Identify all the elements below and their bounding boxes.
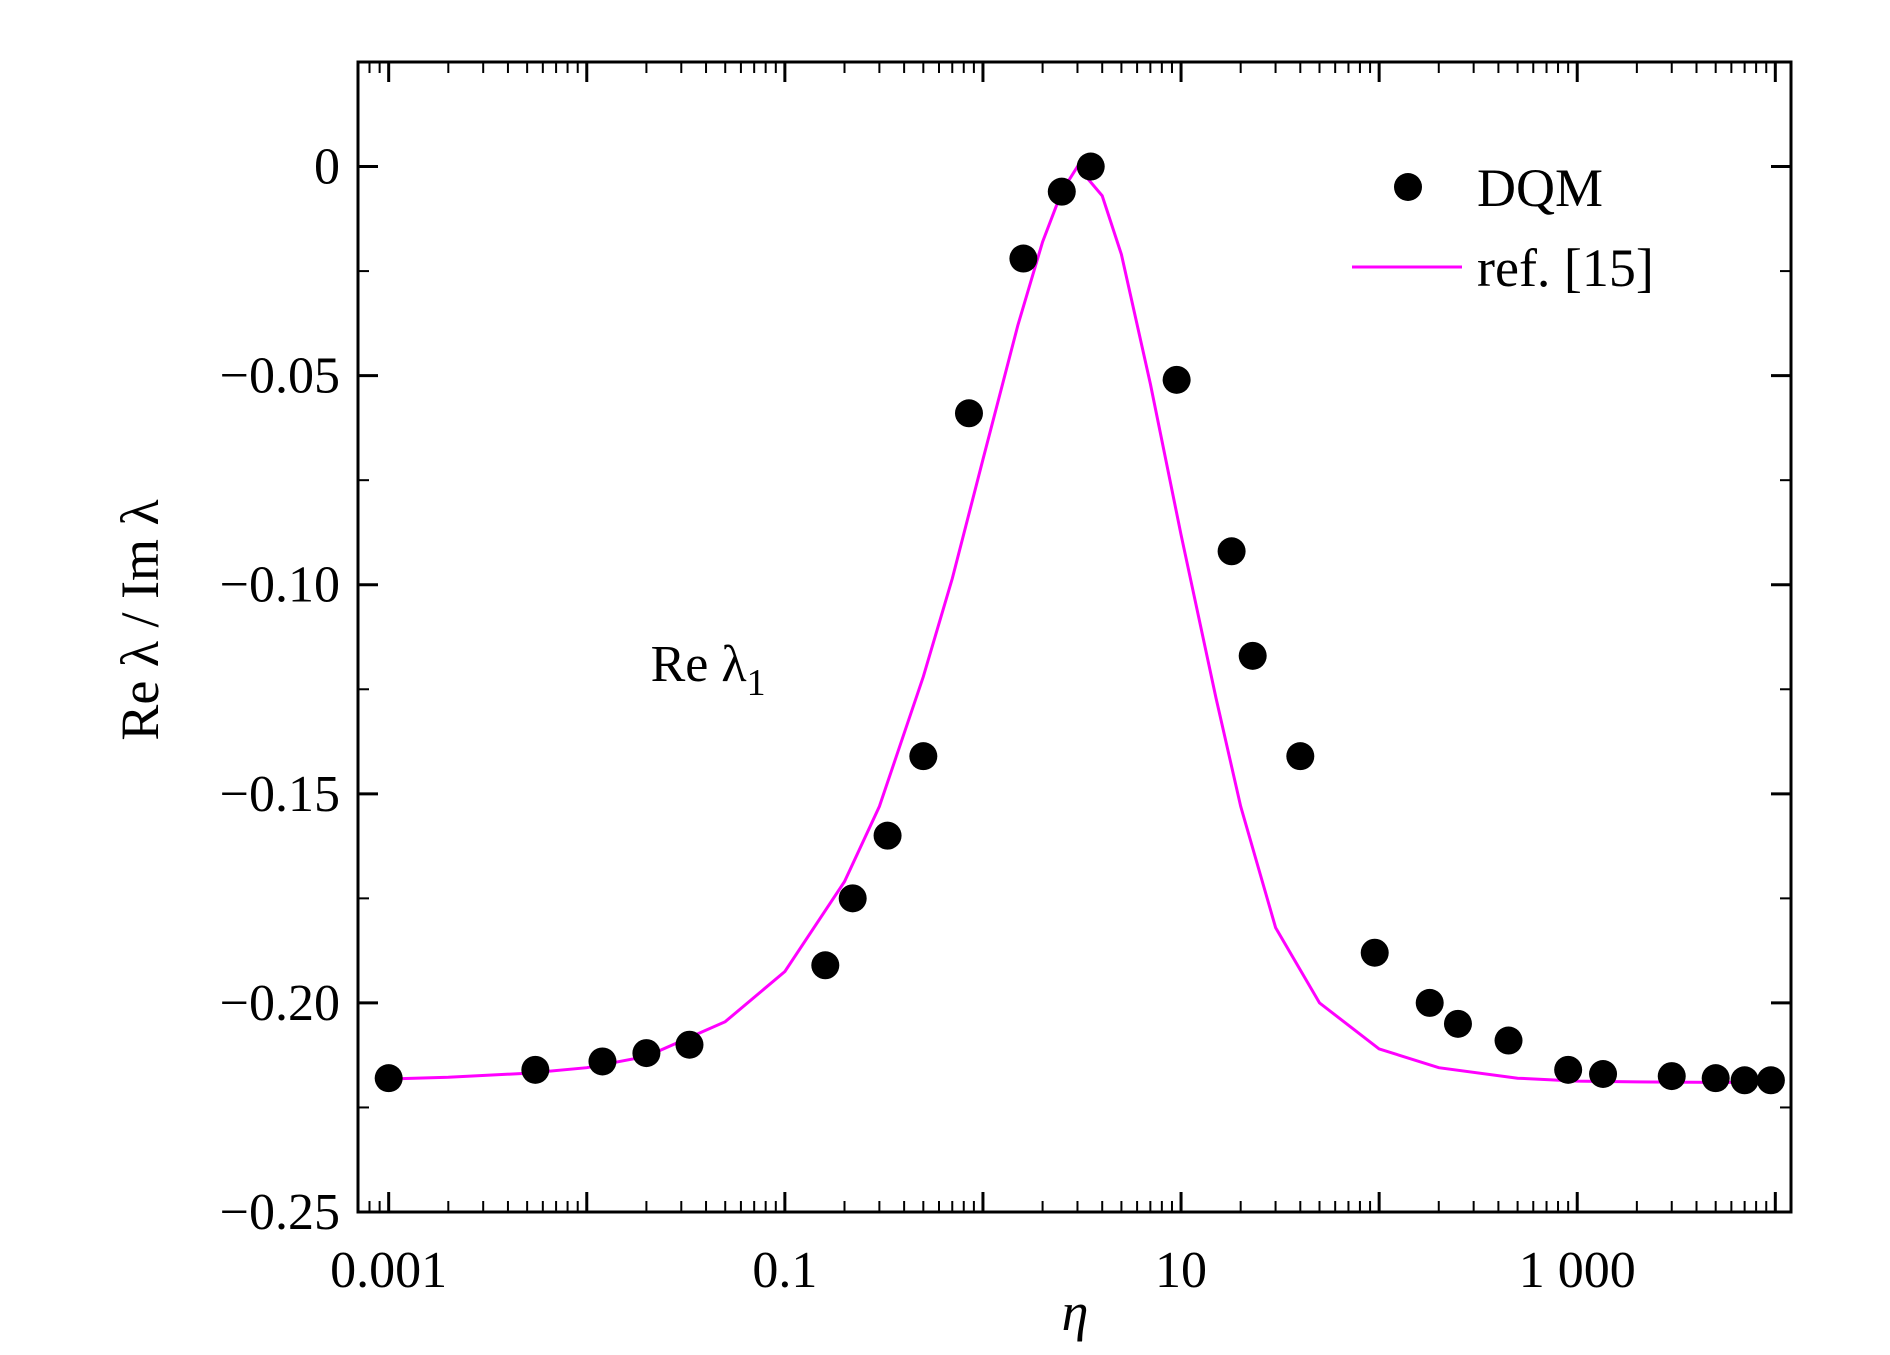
data-point-dqm	[1415, 988, 1444, 1017]
data-point-dqm	[1076, 152, 1105, 181]
data-point-dqm	[909, 742, 938, 771]
data-point-dqm	[1494, 1026, 1523, 1055]
data-point-dqm	[1443, 1009, 1472, 1038]
data-point-dqm	[1286, 742, 1315, 771]
plot-frame	[356, 60, 1793, 1214]
data-point-dqm	[1162, 365, 1191, 394]
data-point-dqm	[873, 821, 902, 850]
data-point-dqm	[1730, 1066, 1759, 1095]
legend-label-dqm: DQM	[1477, 158, 1603, 218]
data-point-dqm	[1217, 537, 1246, 566]
y-tick-labels: 0 −0.05 −0.10 −0.15 −0.20 −0.25	[220, 139, 340, 1241]
curve-annotation: Re λ1	[651, 636, 766, 704]
data-point-dqm	[374, 1064, 403, 1093]
data-point-dqm	[1554, 1055, 1583, 1084]
data-point-dqm	[838, 884, 867, 913]
data-point-dqm	[1589, 1060, 1618, 1088]
series-points-dqm	[374, 152, 1785, 1095]
data-point-dqm	[1657, 1062, 1686, 1091]
x-tick-labels: 0.001 0.1 10 1 000	[330, 1242, 1636, 1299]
y-tick-label: −0.05	[220, 348, 340, 405]
data-point-dqm	[521, 1055, 550, 1084]
x-tick-label: 10	[1155, 1242, 1207, 1299]
data-point-dqm	[1238, 641, 1267, 670]
annotation-main: Re λ	[651, 636, 747, 693]
major-ticks	[358, 62, 1791, 1214]
series-line-ref15	[388, 163, 1776, 1084]
x-tick-label: 0.001	[330, 1242, 447, 1299]
annotation-subscript: 1	[747, 662, 766, 704]
data-point-dqm	[1360, 938, 1389, 967]
legend: DQM ref. [15]	[1352, 158, 1654, 298]
x-tick-label: 0.1	[752, 1242, 817, 1299]
y-axis-title: Re λ / Im λ	[110, 499, 170, 740]
data-point-dqm	[1047, 177, 1076, 206]
y-tick-label: −0.15	[220, 766, 340, 823]
data-point-dqm	[588, 1047, 617, 1076]
data-point-dqm	[811, 951, 840, 980]
data-point-dqm	[1701, 1064, 1730, 1093]
data-point-dqm	[675, 1030, 704, 1059]
y-tick-label: −0.25	[220, 1184, 340, 1241]
data-point-dqm	[1009, 244, 1038, 273]
data-point-dqm	[1756, 1066, 1785, 1095]
x-tick-label: 1 000	[1519, 1242, 1636, 1299]
minor-ticks	[357, 61, 1791, 1212]
legend-marker-dqm	[1394, 173, 1422, 201]
data-point-dqm	[632, 1039, 661, 1068]
legend-label-ref15: ref. [15]	[1477, 238, 1654, 298]
y-tick-label: −0.20	[220, 975, 340, 1032]
x-axis-title: η	[1062, 1282, 1089, 1342]
y-tick-label: 0	[314, 139, 340, 196]
y-tick-label: −0.10	[220, 557, 340, 614]
data-point-dqm	[954, 399, 983, 428]
